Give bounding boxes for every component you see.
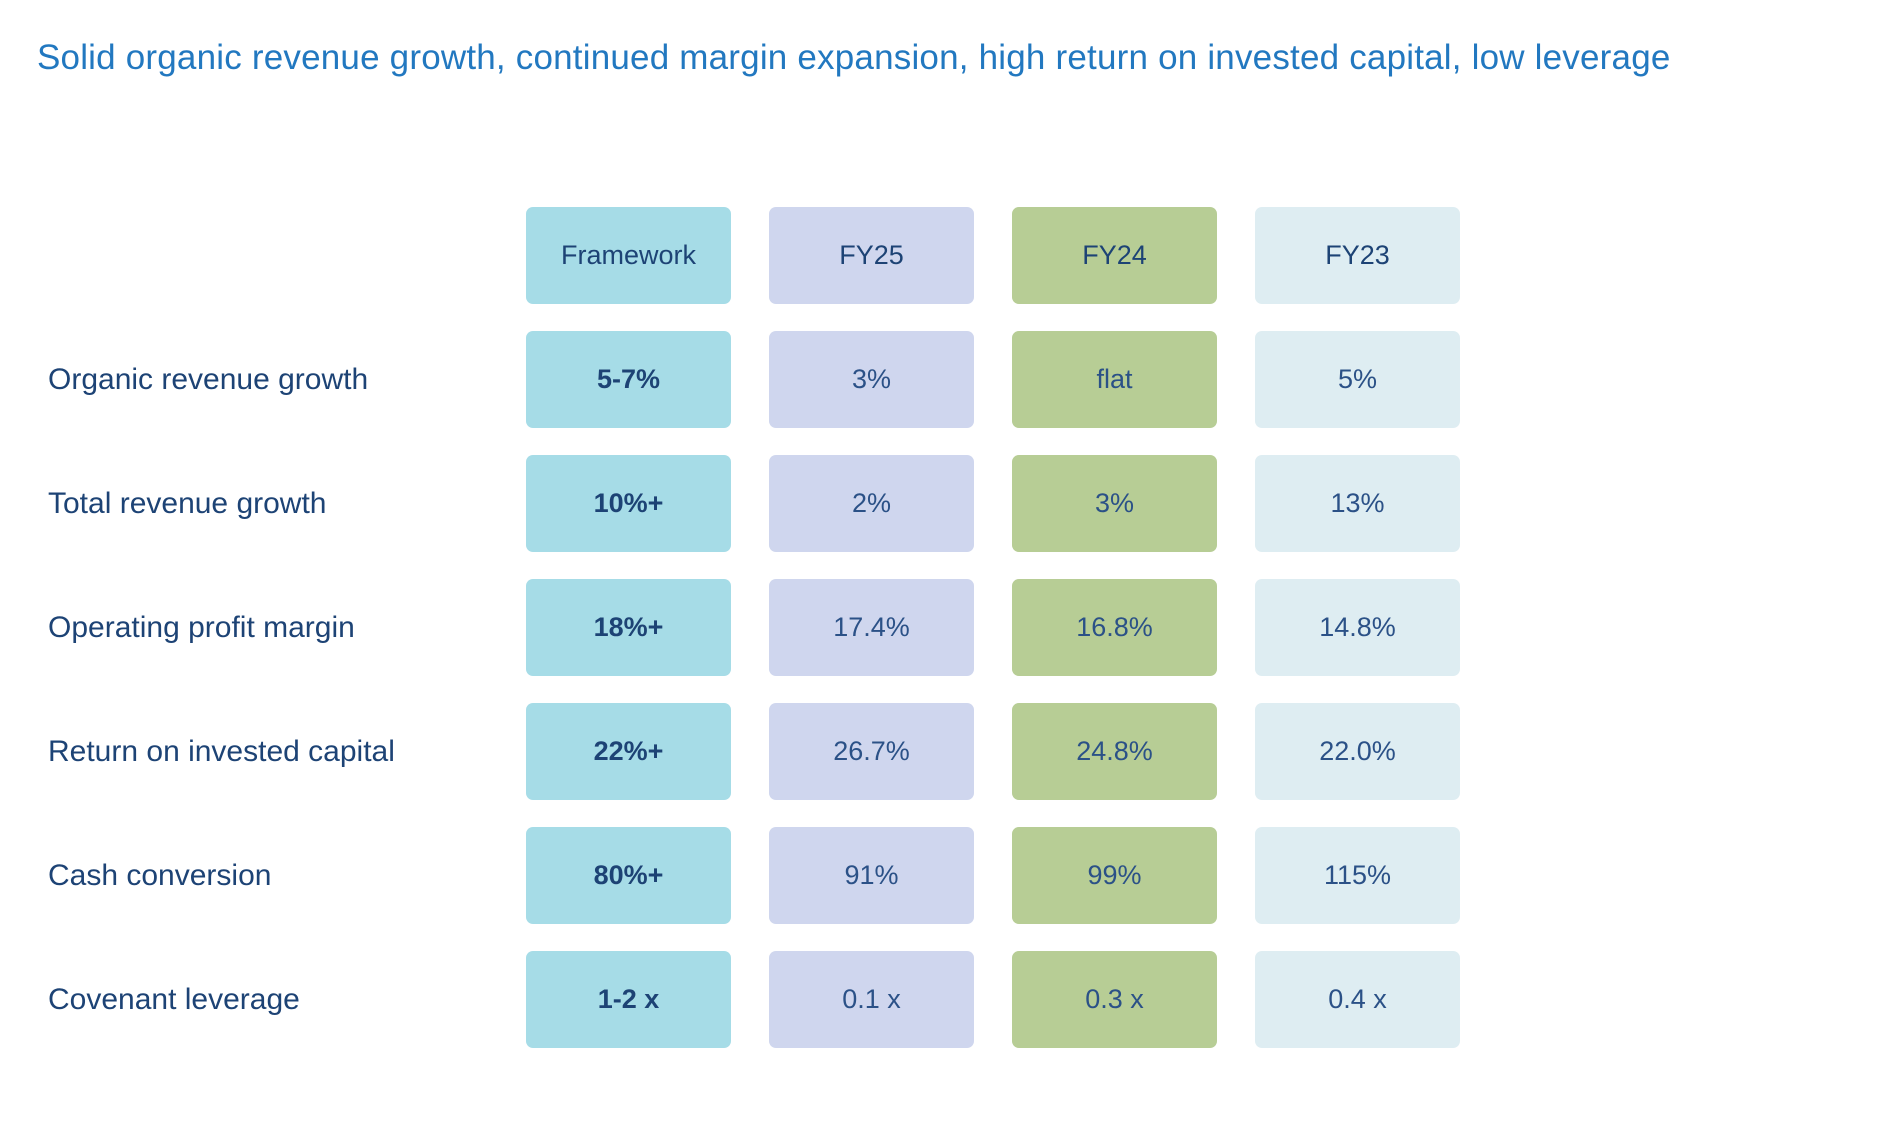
cell-operating-profit-margin-framework: 18%+ [526, 579, 731, 676]
table-corner-spacer [48, 207, 488, 304]
cell-organic-revenue-growth-fy23: 5% [1255, 331, 1460, 428]
cell-covenant-leverage-fy25: 0.1 x [769, 951, 974, 1048]
column-header-fy23: FY23 [1255, 207, 1460, 304]
cell-cash-conversion-framework: 80%+ [526, 827, 731, 924]
cell-operating-profit-margin-fy25: 17.4% [769, 579, 974, 676]
row-label-total-revenue-growth: Total revenue growth [48, 486, 327, 520]
cell-total-revenue-growth-fy24: 3% [1012, 455, 1217, 552]
cell-total-revenue-growth-fy25: 2% [769, 455, 974, 552]
cell-total-revenue-growth-framework: 10%+ [526, 455, 731, 552]
column-header-fy25: FY25 [769, 207, 974, 304]
cell-operating-profit-margin-fy23: 14.8% [1255, 579, 1460, 676]
row-label-covenant-leverage: Covenant leverage [48, 982, 300, 1016]
row-label-cash-conversion: Cash conversion [48, 858, 272, 892]
financial-metrics-table: Framework FY25 FY24 FY23 Organic revenue… [48, 207, 1460, 1048]
cell-organic-revenue-growth-fy25: 3% [769, 331, 974, 428]
cell-organic-revenue-growth-framework: 5-7% [526, 331, 731, 428]
cell-covenant-leverage-framework: 1-2 x [526, 951, 731, 1048]
cell-return-on-invested-capital-framework: 22%+ [526, 703, 731, 800]
cell-operating-profit-margin-fy24: 16.8% [1012, 579, 1217, 676]
cell-total-revenue-growth-fy23: 13% [1255, 455, 1460, 552]
cell-organic-revenue-growth-fy24: flat [1012, 331, 1217, 428]
row-label-return-on-invested-capital: Return on invested capital [48, 734, 395, 768]
cell-cash-conversion-fy25: 91% [769, 827, 974, 924]
row-label-organic-revenue-growth: Organic revenue growth [48, 362, 369, 396]
page-title: Solid organic revenue growth, continued … [37, 38, 1671, 77]
cell-return-on-invested-capital-fy25: 26.7% [769, 703, 974, 800]
cell-covenant-leverage-fy23: 0.4 x [1255, 951, 1460, 1048]
cell-return-on-invested-capital-fy23: 22.0% [1255, 703, 1460, 800]
cell-return-on-invested-capital-fy24: 24.8% [1012, 703, 1217, 800]
row-label-operating-profit-margin: Operating profit margin [48, 610, 355, 644]
cell-covenant-leverage-fy24: 0.3 x [1012, 951, 1217, 1048]
column-header-framework: Framework [526, 207, 731, 304]
cell-cash-conversion-fy24: 99% [1012, 827, 1217, 924]
column-header-fy24: FY24 [1012, 207, 1217, 304]
cell-cash-conversion-fy23: 115% [1255, 827, 1460, 924]
